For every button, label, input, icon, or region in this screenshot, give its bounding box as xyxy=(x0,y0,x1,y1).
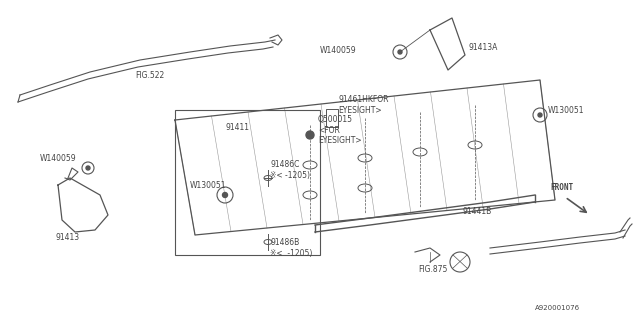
Text: 91411: 91411 xyxy=(225,123,249,132)
Circle shape xyxy=(306,131,314,139)
Text: 91486C
※< -1205): 91486C ※< -1205) xyxy=(270,160,310,180)
Text: Q500015
<FOR
EYESIGHT>: Q500015 <FOR EYESIGHT> xyxy=(318,115,362,145)
Text: 91486B
※<  -1205): 91486B ※< -1205) xyxy=(270,238,312,258)
Text: W140059: W140059 xyxy=(320,45,356,54)
Text: A920001076: A920001076 xyxy=(535,305,580,311)
Text: W130051: W130051 xyxy=(190,180,227,189)
Text: 91461HKFOR
EYESIGHT>: 91461HKFOR EYESIGHT> xyxy=(338,95,388,115)
Text: W130051: W130051 xyxy=(548,106,584,115)
Bar xyxy=(326,109,338,127)
Text: 91413A: 91413A xyxy=(468,43,497,52)
Circle shape xyxy=(223,193,227,197)
Circle shape xyxy=(538,113,542,117)
Circle shape xyxy=(398,50,402,54)
Bar xyxy=(175,110,320,255)
Text: FIG.522: FIG.522 xyxy=(135,70,164,79)
Text: W140059: W140059 xyxy=(40,154,77,163)
Circle shape xyxy=(86,166,90,170)
Text: FIG.875: FIG.875 xyxy=(418,266,447,275)
Text: FRONT: FRONT xyxy=(550,183,573,192)
Text: 91413: 91413 xyxy=(55,233,79,242)
Text: 91441B: 91441B xyxy=(462,207,492,217)
